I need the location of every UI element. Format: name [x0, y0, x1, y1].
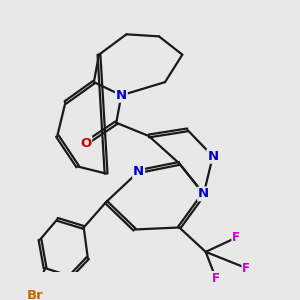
Text: F: F: [212, 272, 220, 285]
Text: O: O: [80, 136, 92, 150]
Text: N: N: [207, 150, 218, 163]
Text: F: F: [232, 231, 240, 244]
Text: N: N: [133, 165, 144, 178]
Text: N: N: [116, 89, 127, 102]
Text: F: F: [242, 262, 250, 275]
Text: N: N: [198, 188, 209, 200]
Text: Br: Br: [27, 289, 43, 300]
